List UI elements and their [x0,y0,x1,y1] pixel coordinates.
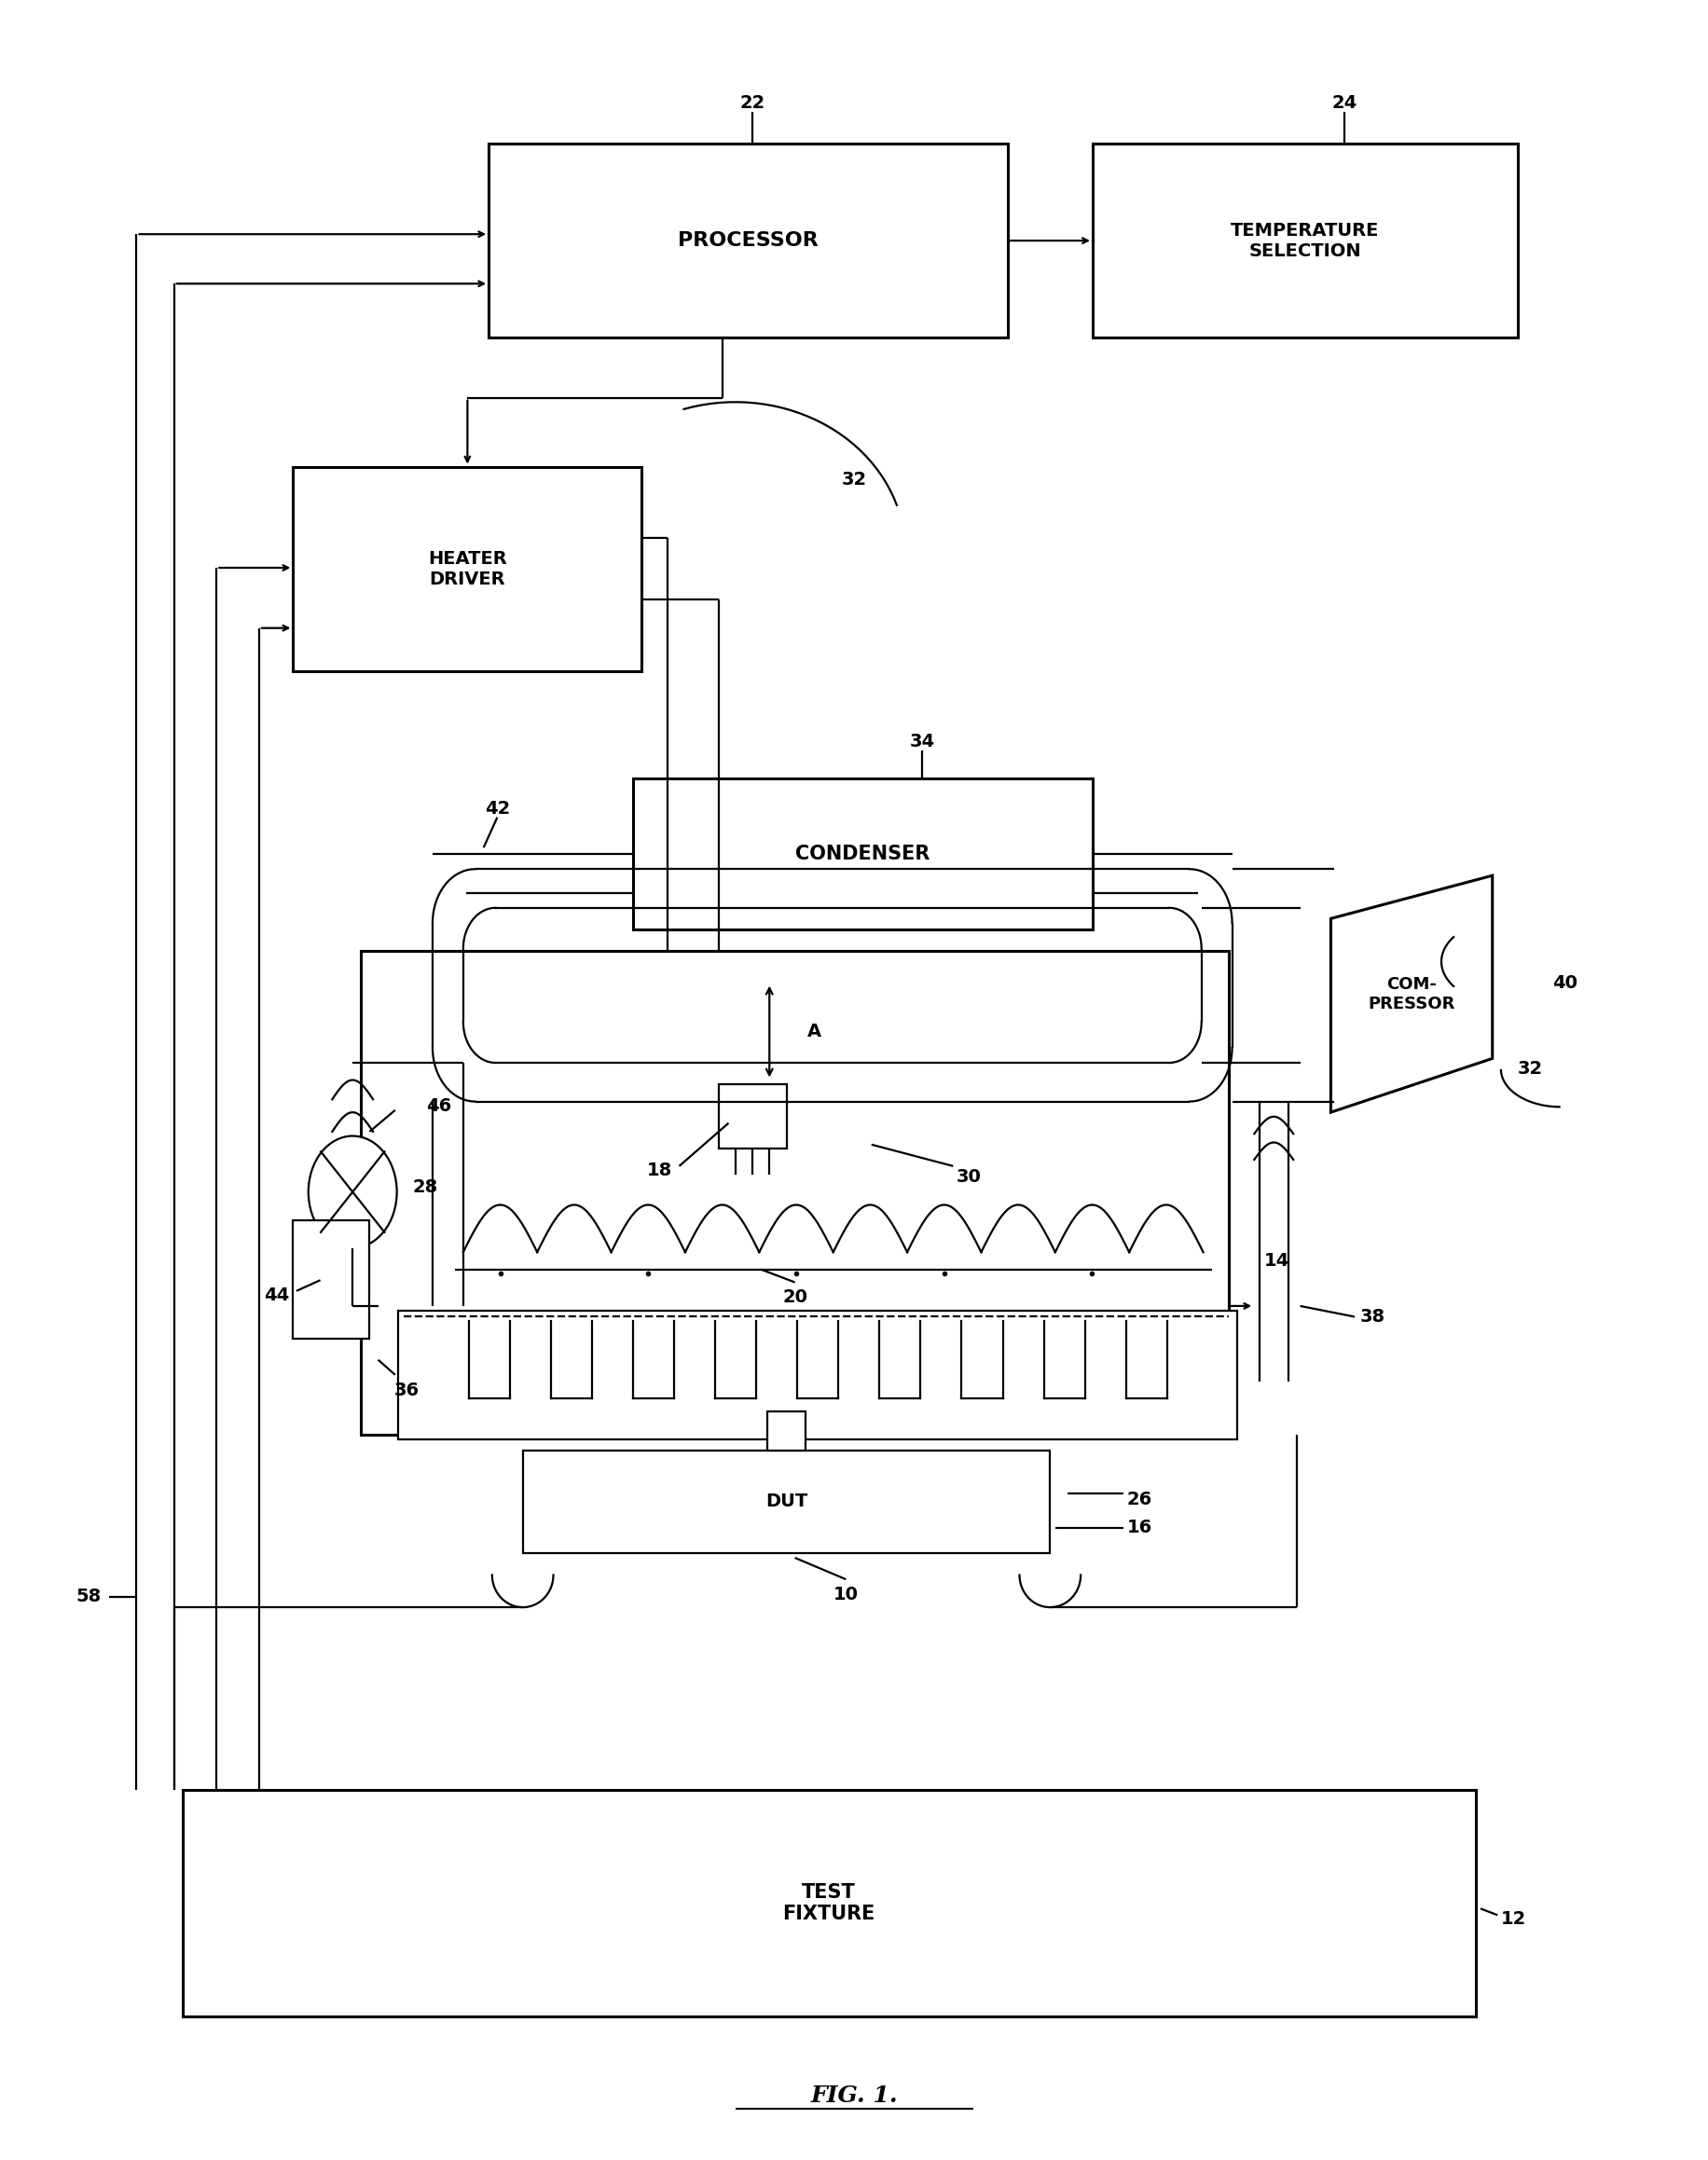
Text: A: A [806,1022,820,1041]
Text: 38: 38 [1360,1309,1383,1326]
Bar [294,1220,369,1339]
Text: 20: 20 [782,1290,808,1307]
Bar [488,145,1008,337]
Text: 28: 28 [412,1179,437,1197]
Text: 32: 32 [842,471,866,488]
Bar [360,950,1228,1434]
Text: 58: 58 [77,1588,101,1605]
Text: 22: 22 [740,93,765,112]
Bar [294,467,642,672]
Text: 44: 44 [265,1287,290,1305]
Polygon shape [1331,875,1491,1112]
Bar [523,1449,1049,1553]
Text: 26: 26 [1126,1490,1151,1508]
Text: 18: 18 [647,1162,671,1179]
Text: 10: 10 [834,1585,857,1603]
Bar [183,1791,1474,2015]
Text: COM-
PRESSOR: COM- PRESSOR [1368,976,1454,1013]
Text: 36: 36 [395,1380,420,1400]
Text: 12: 12 [1500,1909,1525,1929]
Text: 34: 34 [909,732,934,752]
Text: FIG. 1.: FIG. 1. [810,2084,898,2106]
Bar [767,1410,804,1449]
Text: TEMPERATURE
SELECTION: TEMPERATURE SELECTION [1230,222,1378,259]
Circle shape [307,1136,396,1248]
Text: 14: 14 [1262,1251,1288,1270]
Text: 30: 30 [956,1169,980,1186]
Text: 42: 42 [485,799,509,816]
Text: PROCESSOR: PROCESSOR [678,231,818,251]
Text: 46: 46 [425,1097,451,1115]
Text: 16: 16 [1126,1518,1151,1536]
Bar [717,1084,786,1149]
Bar [1091,145,1517,337]
Text: HEATER
DRIVER: HEATER DRIVER [427,551,507,588]
Text: 24: 24 [1331,93,1356,112]
Text: TEST
FIXTURE: TEST FIXTURE [782,1884,874,1922]
Bar [398,1311,1237,1439]
Text: 40: 40 [1551,974,1576,991]
Text: 32: 32 [1517,1061,1542,1078]
Text: DUT: DUT [765,1493,808,1510]
Bar [634,780,1091,929]
Text: CONDENSER: CONDENSER [796,845,929,864]
